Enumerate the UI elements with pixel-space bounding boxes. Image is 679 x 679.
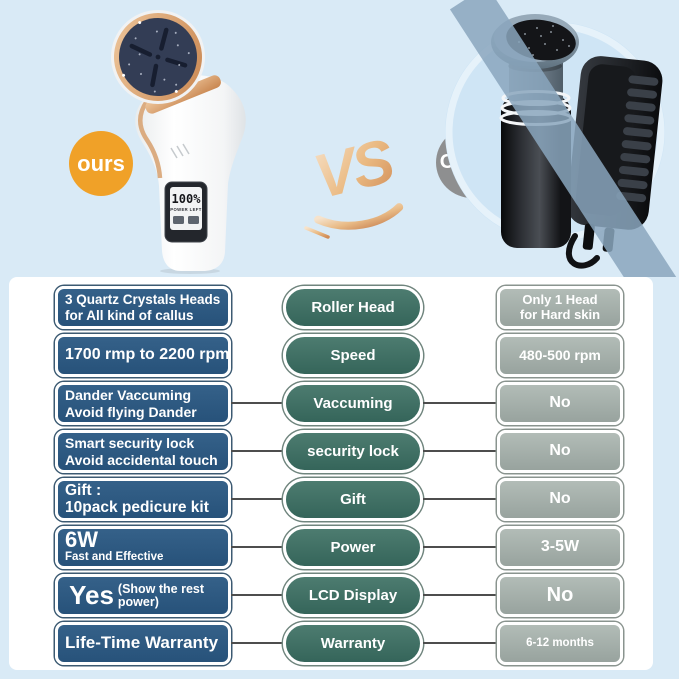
connector-line [423,498,497,500]
others-feature-box: 480-500 rpm [497,334,623,377]
connector-line [231,546,283,548]
ours-feature-text: Dander Vaccuming [65,386,192,403]
feature-label: Vaccuming [313,394,393,412]
others-product-image [445,0,679,277]
connector-line [231,450,283,452]
feature-pill: security lock [283,430,423,473]
connector-line [423,546,497,548]
connector-line [423,594,497,596]
feature-label: LCD Display [308,586,398,604]
feature-label: Warranty [320,634,386,652]
vs-label: VS [307,126,401,212]
others-feature-text: Only 1 Head [522,291,598,307]
ours-feature-box: 1700 rmp to 2200 rpm [55,334,231,377]
feature-label: Roller Head [311,298,395,316]
connector-line [231,642,283,644]
feature-pill: Gift [283,478,423,521]
others-feature-text: No [549,442,571,460]
ours-feature-text: Yes [69,579,114,610]
ours-feature-subtext: (Show the rest power) [117,581,205,609]
vent-lines [170,143,190,159]
others-feature-text: 480-500 rpm [519,347,601,364]
comparison-row-security-lock: Smart security lock Avoid accidental tou… [9,430,653,473]
ours-feature-box: Dander Vaccuming Avoid flying Dander [55,382,231,425]
ours-feature-text: Smart security lock [65,434,195,451]
ours-feature-text: 1700 rmp to 2200 rpm [65,346,230,364]
ours-feature-text: 3 Quartz Crystals Heads [65,291,221,307]
comparison-row-speed: 1700 rmp to 2200 rpm Speed 480-500 rpm [9,334,653,377]
others-feature-box: 6-12 months [497,622,623,665]
ours-feature-subtext: for All kind of callus [65,307,194,323]
connector-line [231,498,283,500]
feature-label: Power [330,538,376,556]
ours-feature-text: Life-Time Warranty [65,633,219,653]
feature-pill: Speed [283,334,423,377]
connector-line [423,642,497,644]
ours-feature-subtext: Avoid flying Dander [65,403,197,420]
lcd-percent-text: 100% [172,192,202,206]
connector-line [231,402,283,404]
roller-head [111,9,205,104]
others-feature-box: No [497,478,623,521]
ours-feature-text: Gift : [65,481,102,499]
feature-pill: Power [283,526,423,569]
others-feature-text: No [546,583,574,606]
ours-feature-box: Smart security lock Avoid accidental tou… [55,430,231,473]
ours-badge: ours [69,131,133,196]
ours-product-image: 100% POWER LEFT [111,9,246,274]
vs-brush-swoosh [314,203,404,230]
ours-feature-box: 6W Fast and Effective [55,526,231,569]
feature-pill: LCD Display [283,574,423,617]
others-feature-box: No [497,430,623,473]
comparison-row-lcd-display: Yes (Show the rest power) LCD Display No [9,574,653,617]
feature-pill: Warranty [283,622,423,665]
ours-feature-subtext: Fast and Effective [65,551,164,564]
ours-feature-subtext: 10pack pedicure kit [65,498,209,516]
feature-label: Speed [330,346,376,364]
comparison-row-warranty: Life-Time Warranty Warranty 6-12 months [9,622,653,665]
ours-feature-subtext: Avoid accidental touch [65,451,218,468]
ours-feature-box: Yes (Show the rest power) [55,574,231,617]
connector-line [231,594,283,596]
others-feature-box: No [497,574,623,617]
no-slash-overlay [449,0,679,277]
others-feature-text: 3-5W [540,538,580,556]
ours-feature-box: 3 Quartz Crystals Heads for All kind of … [55,286,231,329]
feature-pill: Vaccuming [283,382,423,425]
vs-brush-flick [304,226,330,239]
others-feature-subtext: for Hard skin [519,306,601,322]
feature-label: Gift [340,490,366,508]
others-feature-text: 6-12 months [526,636,594,649]
comparison-row-roller-head: 3 Quartz Crystals Heads for All kind of … [9,286,653,329]
comparison-row-vaccuming: Dander Vaccuming Avoid flying Dander Vac… [9,382,653,425]
hero-comparison-banner: 100% POWER LEFT ours VS Others [0,0,679,277]
others-feature-box: Only 1 Head for Hard skin [497,286,623,329]
ours-feature-text: 6W [65,527,98,553]
others-feature-box: 3-5W [497,526,623,569]
device-body [135,75,246,271]
ours-feature-box: Life-Time Warranty [55,622,231,665]
rose-gold-stripe [138,99,163,179]
comparison-row-gift: Gift : 10pack pedicure kit Gift No [9,478,653,521]
comparison-row-power: 6W Fast and Effective Power 3-5W [9,526,653,569]
feature-label: security lock [307,442,399,460]
feature-pill: Roller Head [283,286,423,329]
others-feature-box: No [497,382,623,425]
vs-graphic: VS [304,126,404,239]
ours-badge-label: ours [77,150,125,176]
comparison-panel: 3 Quartz Crystals Heads for All kind of … [9,277,653,670]
connector-line [423,402,497,404]
others-feature-text: No [549,490,571,508]
lcd-display: 100% POWER LEFT [164,181,208,243]
lcd-power-left-text: POWER LEFT [170,207,201,212]
power-cord [566,233,600,269]
ours-feature-box: Gift : 10pack pedicure kit [55,478,231,521]
connector-line [423,450,497,452]
others-feature-text: No [549,394,571,412]
